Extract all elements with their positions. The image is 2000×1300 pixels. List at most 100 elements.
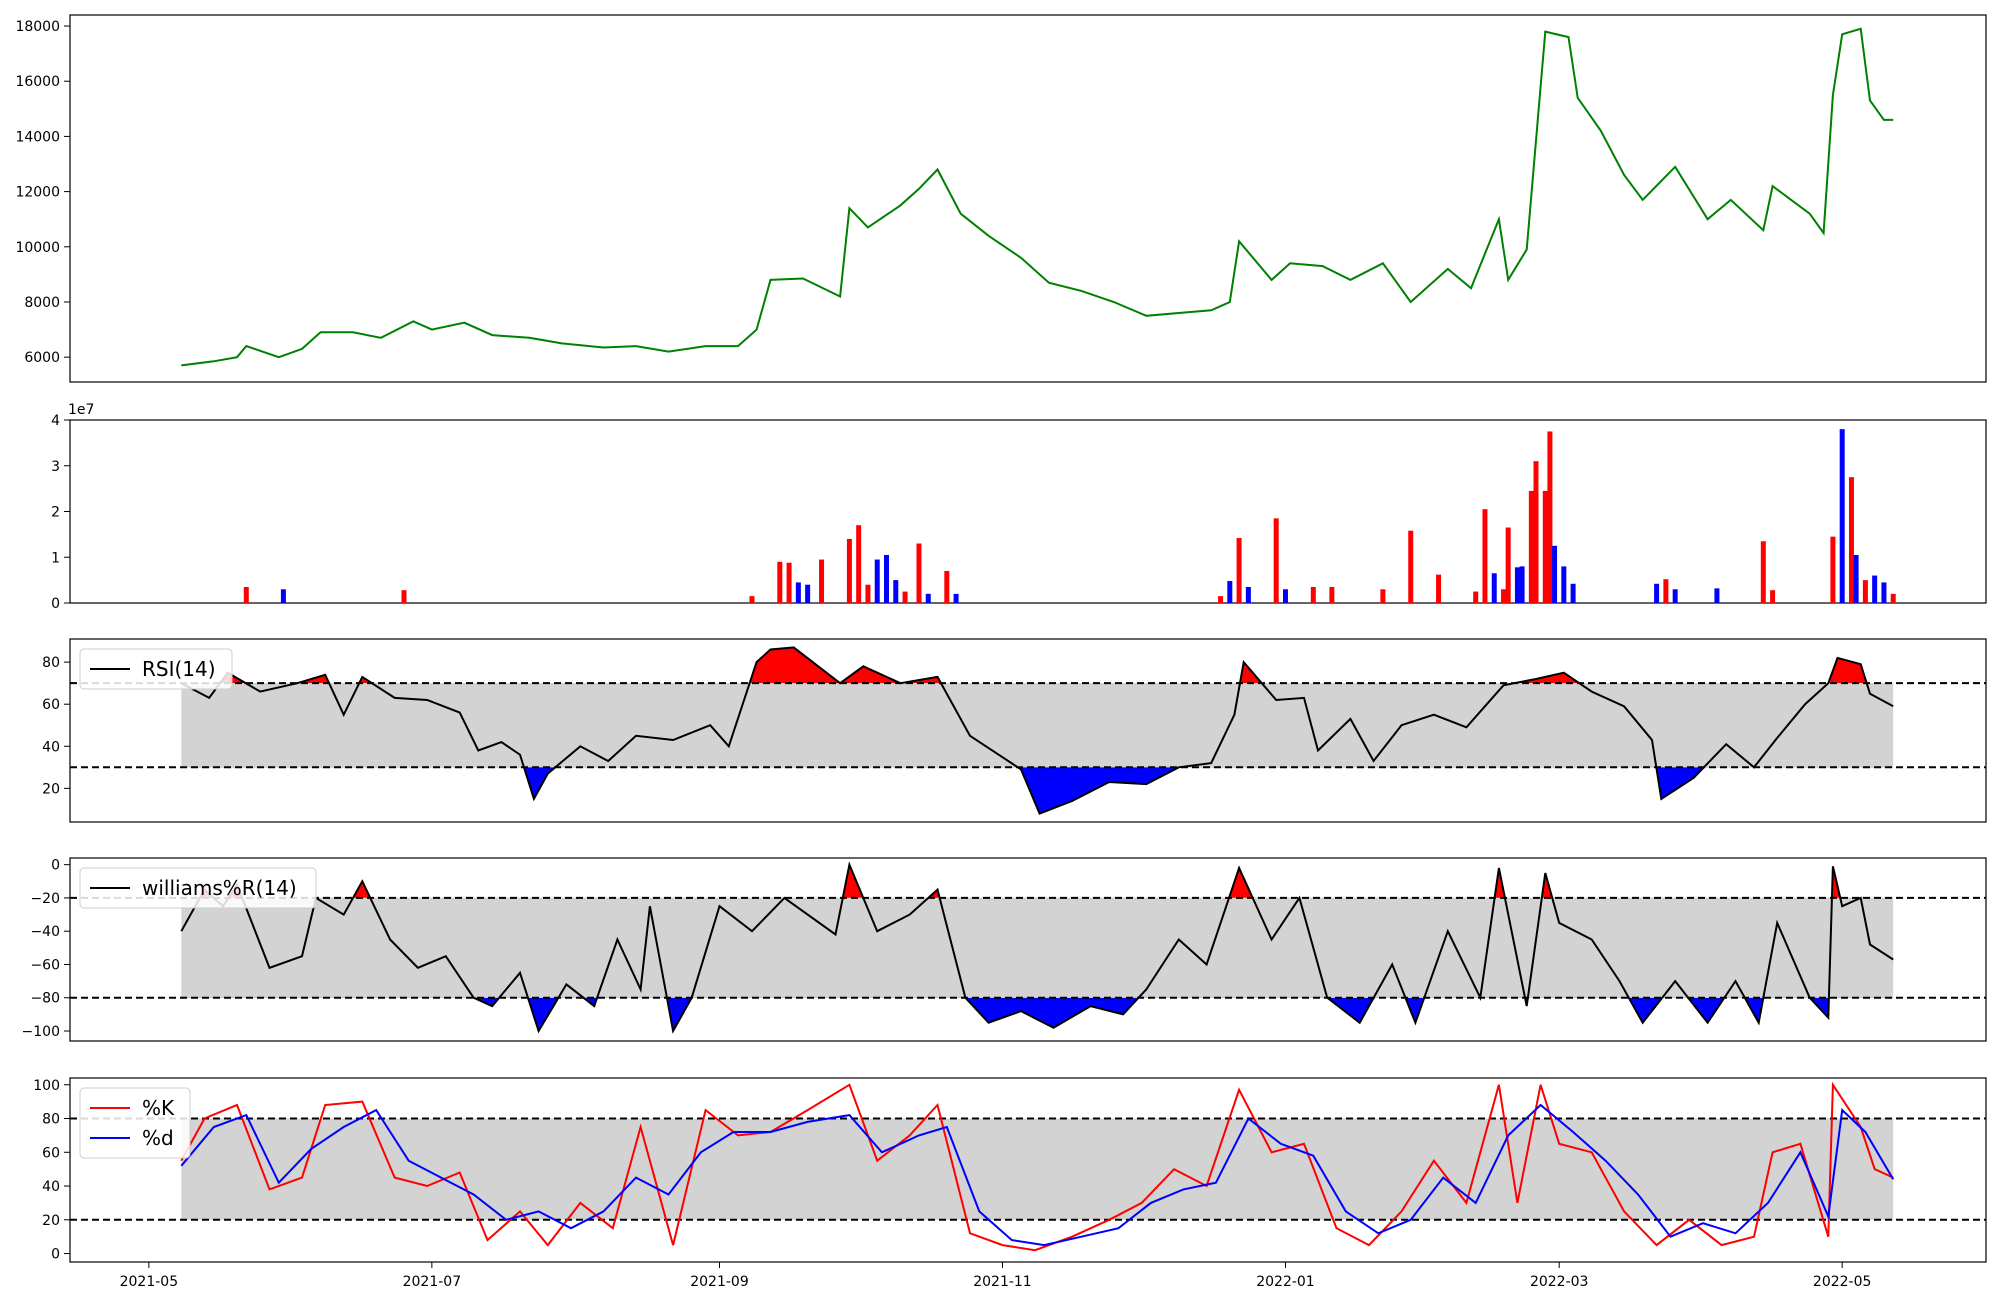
volume-offset-text: 1e7: [68, 402, 94, 418]
stochastic-neutral-band: [181, 1118, 1894, 1220]
price-ytick-label: 12000: [15, 185, 60, 201]
volume-bar: [916, 543, 922, 603]
stochastic-legend-box: [79, 1087, 191, 1159]
x-tick-label: 2021-05: [120, 1274, 179, 1290]
volume-bar: [1881, 582, 1887, 603]
rsi-axes-frame: [69, 638, 1987, 823]
williams-ytick-label: −80: [30, 991, 60, 1007]
volume-bar: [1890, 593, 1896, 603]
volume-bar: [749, 596, 755, 603]
volume-bar: [1482, 509, 1488, 603]
volume-bar: [1547, 431, 1553, 603]
volume-bar: [1853, 554, 1859, 603]
rsi-series-line: [180, 646, 1894, 815]
volume-bar: [1830, 536, 1836, 603]
volume-bar: [1310, 586, 1316, 603]
volume-axes-frame: [69, 419, 1987, 604]
rsi-ytick-label: 40: [42, 739, 60, 755]
stochastic-axes-frame: [69, 1077, 1987, 1263]
volume-bar: [1236, 538, 1242, 603]
price-axes-frame: [69, 14, 1987, 383]
volume-bar: [1245, 586, 1251, 603]
volume-bar: [1570, 583, 1576, 603]
rsi-oversold-fill: [523, 767, 1704, 814]
price-ytick-label: 16000: [15, 74, 60, 90]
volume-ytick-label: 4: [51, 413, 60, 429]
price-panel: 6000 8000 10000 12000 14000 16000 18000: [15, 14, 1987, 383]
volume-bar: [884, 554, 890, 603]
williams-axes-frame: [69, 857, 1987, 1042]
williams-neutral-band: [181, 897, 1894, 998]
volume-bar: [1528, 490, 1534, 603]
price-ytick-label: 8000: [24, 295, 60, 311]
volume-bar: [280, 589, 286, 603]
volume-bar: [819, 559, 825, 603]
volume-bar: [1436, 574, 1442, 603]
volume-bar: [856, 525, 862, 603]
price-ytick-label: 18000: [15, 19, 60, 35]
volume-bar: [902, 591, 908, 603]
williams-ytick-label: −40: [30, 924, 60, 940]
stochastic-legend-label: %d: [142, 1126, 174, 1150]
stochastic-series-line: [180, 1103, 1895, 1247]
stochastic-legend-label: %K: [142, 1096, 175, 1120]
volume-ytick-label: 2: [51, 505, 60, 521]
volume-bar: [795, 582, 801, 603]
volume-bar: [1408, 530, 1414, 603]
volume-bar: [1514, 567, 1520, 603]
date-x-axis: 2021-05 2021-07 2021-09 2021-11 2022-01 2022-…: [120, 1262, 1872, 1290]
volume-ytick-label: 0: [51, 596, 60, 612]
volume-bar: [1542, 490, 1548, 603]
volume-bar: [777, 561, 783, 603]
volume-bar: [944, 570, 950, 603]
williams-oversold-fill: [473, 997, 1829, 1031]
stochastic-ytick-label: 0: [51, 1247, 60, 1263]
x-tick-label: 2022-05: [1813, 1274, 1872, 1290]
rsi-ytick-label: 60: [42, 697, 60, 713]
rsi-legend-box: [79, 648, 233, 690]
rsi-neutral-band: [181, 683, 1894, 768]
volume-bar: [1672, 589, 1678, 603]
volume-panel: 0 1 2 3 4 1e7: [51, 402, 1987, 612]
volume-bar: [925, 593, 931, 603]
price-series-line: [181, 27, 1894, 367]
volume-bar: [1770, 590, 1776, 603]
volume-bar: [1519, 566, 1525, 603]
volume-ytick-label: 3: [51, 459, 60, 475]
volume-bar: [1862, 580, 1868, 603]
volume-bar: [1872, 575, 1878, 603]
stochastic-ytick-label: 20: [42, 1213, 60, 1229]
williams-legend-label: williams%R(14): [142, 876, 297, 900]
volume-bar: [1273, 518, 1279, 603]
stochastic-series-line: [180, 1081, 1894, 1252]
price-ytick-label: 6000: [24, 350, 60, 366]
williams-ytick-label: −100: [22, 1024, 60, 1040]
price-ytick-label: 10000: [15, 240, 60, 256]
volume-bar: [1227, 581, 1233, 603]
x-tick-label: 2022-03: [1530, 1274, 1589, 1290]
williams-ytick-label: −20: [30, 891, 60, 907]
volume-ytick-label: 1: [51, 550, 60, 566]
williams-series-line: [180, 861, 1894, 1034]
volume-bar: [1760, 541, 1766, 603]
volume-bar: [805, 584, 811, 603]
volume-bar: [1714, 588, 1720, 603]
rsi-panel: 20 40 60 80 RSI(14): [42, 638, 1987, 823]
rsi-legend-label: RSI(14): [142, 657, 216, 681]
stochastic-panel: 0 20 40 60 80 100 %K %d: [33, 1077, 1987, 1263]
volume-bar: [1491, 573, 1497, 603]
volume-bar: [1654, 583, 1660, 603]
volume-bar: [1552, 545, 1558, 603]
volume-bar: [1501, 589, 1507, 603]
volume-bar: [893, 580, 899, 603]
stochastic-ytick-label: 100: [33, 1078, 60, 1094]
stochastic-ytick-label: 40: [42, 1179, 60, 1195]
volume-bar: [1505, 527, 1511, 603]
volume-bar: [1329, 586, 1335, 603]
volume-bar: [1839, 429, 1845, 603]
williams-r-panel: −100 −80 −60 −40 −20 0 williams%R(14): [22, 857, 1987, 1042]
volume-bar: [953, 593, 959, 603]
price-ytick-label: 14000: [15, 129, 60, 145]
volume-bar: [1218, 596, 1224, 603]
